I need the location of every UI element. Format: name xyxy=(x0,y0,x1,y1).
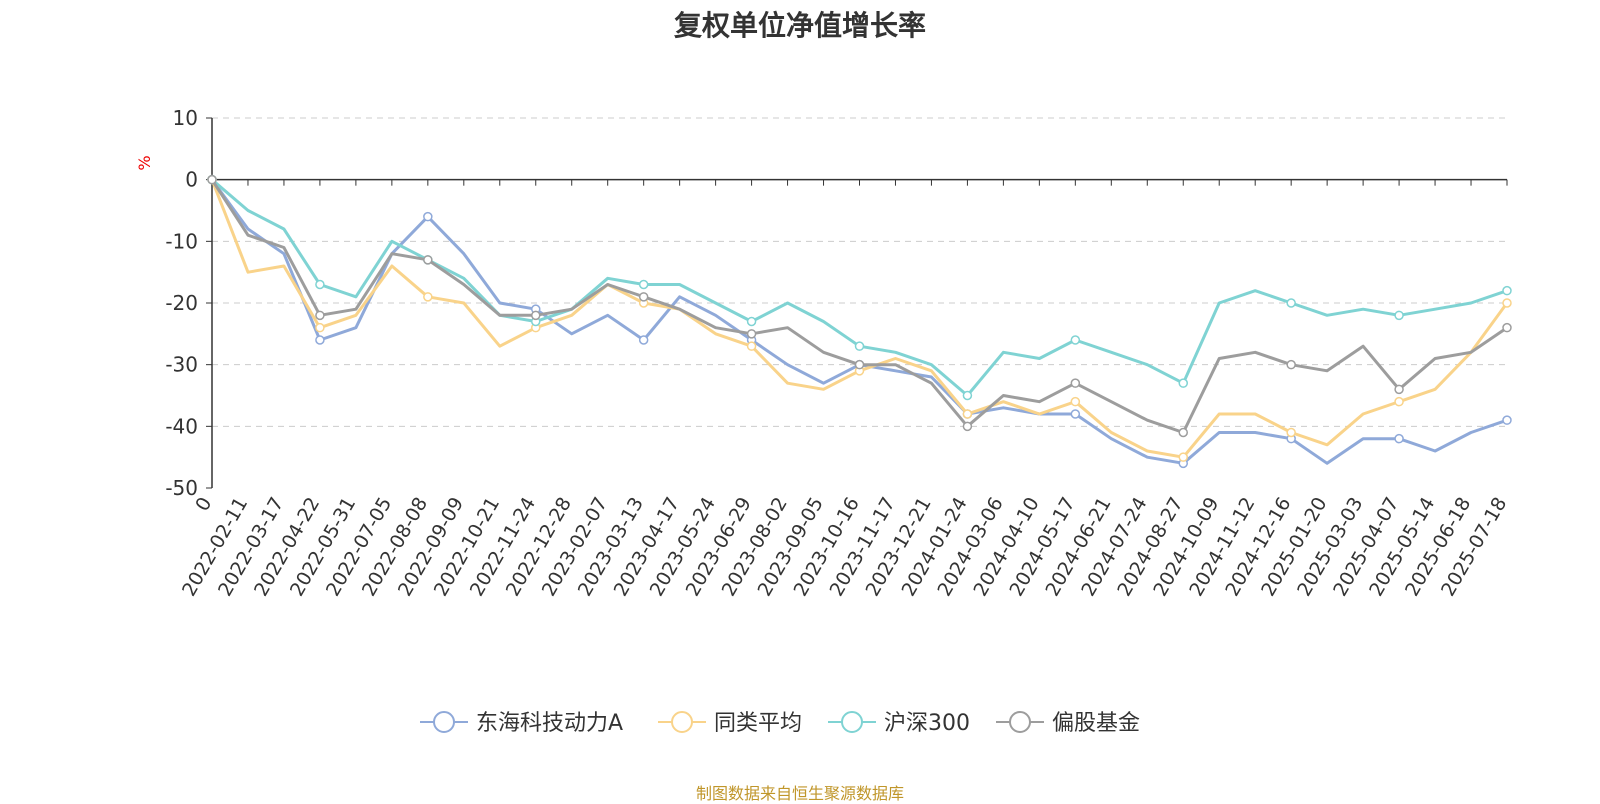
series-point xyxy=(1502,285,1512,296)
legend-marker-icon xyxy=(1009,711,1031,733)
series-point xyxy=(746,329,757,339)
series-point xyxy=(962,409,973,419)
legend-marker-icon xyxy=(841,711,863,733)
legend-item-0[interactable]: 东海科技动力A xyxy=(420,711,623,736)
series-point xyxy=(315,322,325,333)
legend-label: 东海科技动力A xyxy=(476,711,623,736)
series-point xyxy=(1070,409,1081,419)
series-point xyxy=(746,316,757,327)
y-tick-label: -20 xyxy=(165,291,198,315)
y-axis-label: % xyxy=(135,155,154,170)
series-line-0 xyxy=(210,178,1508,465)
series-point xyxy=(638,292,649,302)
series-point xyxy=(1178,378,1188,388)
y-tick-label: -30 xyxy=(165,353,198,377)
series-point xyxy=(854,341,865,351)
series-lines xyxy=(207,174,1512,469)
legend-label: 同类平均 xyxy=(714,711,802,736)
series-point xyxy=(746,341,757,351)
series-point xyxy=(1286,298,1296,308)
series-point xyxy=(638,335,649,345)
y-tick-label: -40 xyxy=(165,414,198,438)
series-point xyxy=(315,335,325,345)
series-point xyxy=(1394,310,1404,321)
series-point xyxy=(1502,322,1512,333)
legend-item-1[interactable]: 同类平均 xyxy=(658,711,802,736)
series-point xyxy=(423,292,433,302)
chart-title: 复权单位净值增长率 xyxy=(673,9,926,42)
series-point xyxy=(1070,378,1081,388)
y-tick-label: 0 xyxy=(185,168,198,192)
series-point xyxy=(423,211,433,222)
series-point xyxy=(1394,384,1404,395)
legend-label: 沪深300 xyxy=(884,711,970,736)
y-axis-ticks: 10 0 -10 -20 -30 -40 -50 xyxy=(165,106,213,500)
gridlines xyxy=(212,117,1507,427)
series-point xyxy=(315,310,325,321)
series-point xyxy=(1394,433,1404,444)
y-tick-label: -10 xyxy=(165,229,198,253)
series-point xyxy=(962,421,973,432)
legend-marker-icon xyxy=(433,711,455,733)
legend: 东海科技动力A 同类平均 沪深300 偏股基金 xyxy=(420,711,1140,736)
series-point xyxy=(1178,452,1188,462)
y-tick-label: -50 xyxy=(165,476,198,500)
series-point xyxy=(423,255,433,265)
series-point xyxy=(1070,396,1081,407)
series-line-3 xyxy=(210,178,1508,434)
legend-item-2[interactable]: 沪深300 xyxy=(828,711,970,736)
series-point xyxy=(207,174,217,185)
series-point xyxy=(1502,298,1512,308)
series-point xyxy=(854,359,865,370)
series-point xyxy=(1178,427,1188,438)
y-tick-label: 10 xyxy=(173,106,198,130)
series-point xyxy=(962,390,973,401)
series-point xyxy=(531,310,541,321)
series-point xyxy=(315,279,325,290)
source-note: 制图数据来自恒生聚源数据库 xyxy=(695,784,904,803)
legend-label: 偏股基金 xyxy=(1052,711,1140,736)
series-point xyxy=(1070,335,1081,345)
series-point xyxy=(1286,427,1296,438)
series-point xyxy=(1502,415,1512,425)
series-line-1 xyxy=(210,179,1509,459)
x-tick-label: 0 xyxy=(191,494,216,515)
series-point xyxy=(1286,359,1296,370)
x-axis: 02022-02-112022-03-172022-04-222022-05-3… xyxy=(178,178,1511,600)
legend-marker-icon xyxy=(671,711,693,733)
series-point xyxy=(638,279,649,290)
chart-canvas: 10 0 -10 -20 -30 -40 -50 02022-02-112022-03-17… xyxy=(135,106,1512,736)
legend-item-3[interactable]: 偏股基金 xyxy=(996,711,1140,736)
series-point xyxy=(1394,396,1404,407)
